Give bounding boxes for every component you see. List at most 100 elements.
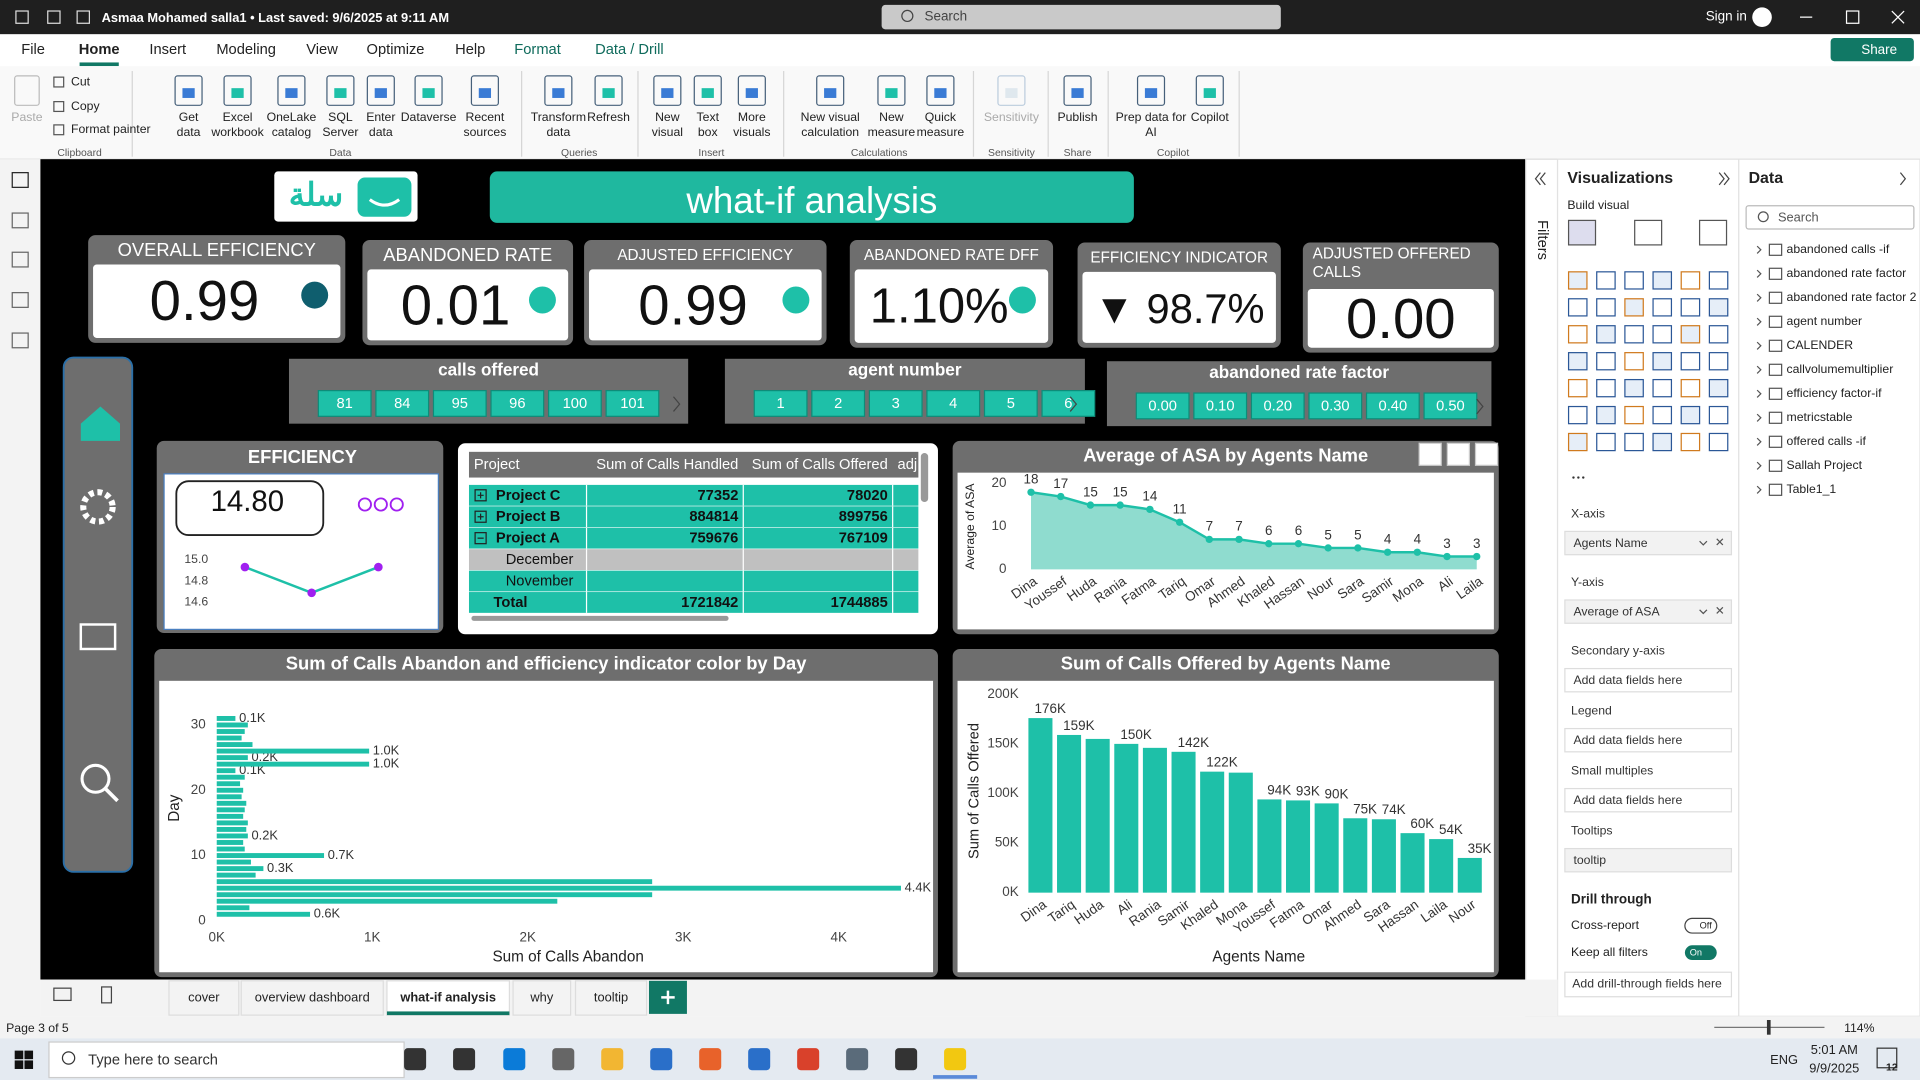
- close-button[interactable]: [1891, 10, 1905, 24]
- page-tab[interactable]: [574, 980, 648, 1016]
- share-button[interactable]: [1830, 37, 1914, 62]
- ribbon-icon[interactable]: [414, 75, 443, 106]
- visual-type-icon[interactable]: [1708, 271, 1729, 290]
- visual-type-icon[interactable]: [1652, 405, 1673, 425]
- taskbar-app[interactable]: [552, 1048, 575, 1071]
- visual-type-icon[interactable]: [1652, 378, 1673, 398]
- build-visual-tab[interactable]: [1634, 219, 1663, 246]
- data-table-name[interactable]: Table1_1: [1787, 482, 1837, 496]
- visual-type-icon[interactable]: [1596, 325, 1616, 344]
- visual-header-button[interactable]: [1446, 442, 1471, 466]
- visual-type-icon[interactable]: [1596, 352, 1616, 371]
- expand-chevron[interactable]: [1756, 317, 1762, 326]
- ribbon-icon[interactable]: [737, 75, 766, 106]
- taskbar-app[interactable]: [895, 1048, 918, 1071]
- expand-chevron[interactable]: [1756, 485, 1762, 494]
- slicer-option[interactable]: [811, 390, 866, 417]
- ribbon-icon[interactable]: [1063, 75, 1092, 106]
- visual-type-icon[interactable]: [1596, 432, 1616, 452]
- button-label[interactable]: Copy: [71, 99, 100, 113]
- slicer-option[interactable]: [1250, 392, 1305, 420]
- maximize-button[interactable]: [1845, 10, 1860, 24]
- toggle-off[interactable]: [1684, 917, 1718, 934]
- taskbar-app[interactable]: [503, 1048, 526, 1071]
- expand-toggle[interactable]: [474, 532, 487, 545]
- visual-type-icon[interactable]: [1624, 325, 1644, 344]
- analytics-icon[interactable]: [80, 763, 111, 794]
- table-row[interactable]: [468, 527, 919, 549]
- expand-chevron[interactable]: [1756, 461, 1762, 470]
- nav-icon[interactable]: [11, 292, 29, 308]
- desktop-view-icon[interactable]: [53, 987, 72, 1002]
- presentation-icon[interactable]: [79, 623, 117, 651]
- taskbar-app[interactable]: [601, 1048, 624, 1071]
- taskbar-app[interactable]: [748, 1048, 771, 1071]
- data-table-name[interactable]: abandoned calls -if: [1787, 242, 1890, 256]
- visual-type-icon[interactable]: [1708, 378, 1729, 398]
- visual-header-button[interactable]: [1474, 442, 1499, 466]
- page-tab[interactable]: [386, 980, 510, 1016]
- mobile-view-icon[interactable]: [101, 986, 113, 1004]
- ribbon-icon[interactable]: [544, 75, 573, 106]
- visual-type-icon[interactable]: [1567, 298, 1588, 317]
- ribbon-icon[interactable]: [1195, 75, 1224, 106]
- visual-type-icon[interactable]: [1624, 352, 1644, 371]
- visual-type-icon[interactable]: [1567, 325, 1588, 344]
- filters-pane[interactable]: [1525, 158, 1559, 1017]
- data-table-name[interactable]: CALENDER: [1787, 338, 1854, 352]
- nav-icon[interactable]: [11, 172, 29, 188]
- ribbon-icon[interactable]: [470, 75, 499, 106]
- visual-type-icon[interactable]: [1680, 298, 1701, 317]
- visual-type-icon[interactable]: [1680, 405, 1701, 425]
- ribbon-icon[interactable]: [653, 75, 682, 106]
- visual-type-icon[interactable]: [1567, 378, 1588, 398]
- field-well[interactable]: [1564, 847, 1733, 873]
- data-table-name[interactable]: offered calls -if: [1787, 434, 1867, 448]
- data-table-name[interactable]: agent number: [1787, 314, 1863, 328]
- visual-type-icon[interactable]: [1680, 352, 1701, 371]
- slicer-option[interactable]: [753, 390, 808, 417]
- visual-header-button[interactable]: [1418, 442, 1442, 466]
- visual-type-icon[interactable]: [1596, 378, 1616, 398]
- data-table-name[interactable]: efficiency factor-if: [1787, 386, 1883, 400]
- data-search[interactable]: [1745, 205, 1915, 230]
- ribbon-tab[interactable]: Modeling: [216, 42, 276, 58]
- ribbon-tab[interactable]: Format: [514, 42, 561, 58]
- taskbar-app[interactable]: [944, 1048, 967, 1071]
- visual-type-icon[interactable]: [1652, 298, 1673, 317]
- ribbon-tab[interactable]: Home: [79, 42, 120, 58]
- expand-chevron[interactable]: [1756, 341, 1762, 350]
- field-well[interactable]: [1564, 787, 1733, 813]
- expand-chevron[interactable]: [1756, 269, 1762, 278]
- expand-chevron[interactable]: [1756, 413, 1762, 422]
- expand-chevron[interactable]: [1756, 365, 1762, 374]
- ribbon-tab[interactable]: View: [306, 42, 338, 58]
- slicer-option[interactable]: [983, 390, 1038, 417]
- visual-type-icon[interactable]: [1680, 325, 1701, 344]
- ribbon-icon[interactable]: [223, 75, 252, 106]
- ribbon-icon[interactable]: [1136, 75, 1166, 106]
- home-icon[interactable]: [80, 406, 120, 441]
- data-table-name[interactable]: abandoned rate factor 2: [1787, 290, 1917, 304]
- data-table-name[interactable]: abandoned rate factor: [1787, 266, 1907, 280]
- slicer-option[interactable]: [1308, 392, 1363, 420]
- sign-in[interactable]: Sign in: [1706, 9, 1747, 24]
- field-controls[interactable]: [1699, 538, 1724, 546]
- taskbar-search[interactable]: [48, 1041, 405, 1079]
- toolbar-icon[interactable]: [47, 10, 61, 24]
- slicer-option[interactable]: [1423, 392, 1478, 420]
- ribbon-icon[interactable]: [326, 75, 355, 106]
- field-controls[interactable]: [1699, 606, 1724, 615]
- taskbar-app[interactable]: [699, 1048, 722, 1071]
- toolbar-icon[interactable]: [15, 10, 29, 24]
- visual-type-icon[interactable]: [1680, 271, 1701, 290]
- visual-type-icon[interactable]: [1624, 298, 1644, 317]
- slicer-option[interactable]: [317, 390, 372, 417]
- slicer-option[interactable]: [1135, 392, 1190, 420]
- slicer-option[interactable]: [432, 390, 487, 417]
- taskbar-app[interactable]: [453, 1048, 476, 1071]
- expand-chevron[interactable]: [1756, 437, 1762, 446]
- field-well[interactable]: [1564, 667, 1733, 693]
- visual-type-icon[interactable]: [1708, 298, 1729, 317]
- visual-type-icon[interactable]: [1624, 405, 1644, 425]
